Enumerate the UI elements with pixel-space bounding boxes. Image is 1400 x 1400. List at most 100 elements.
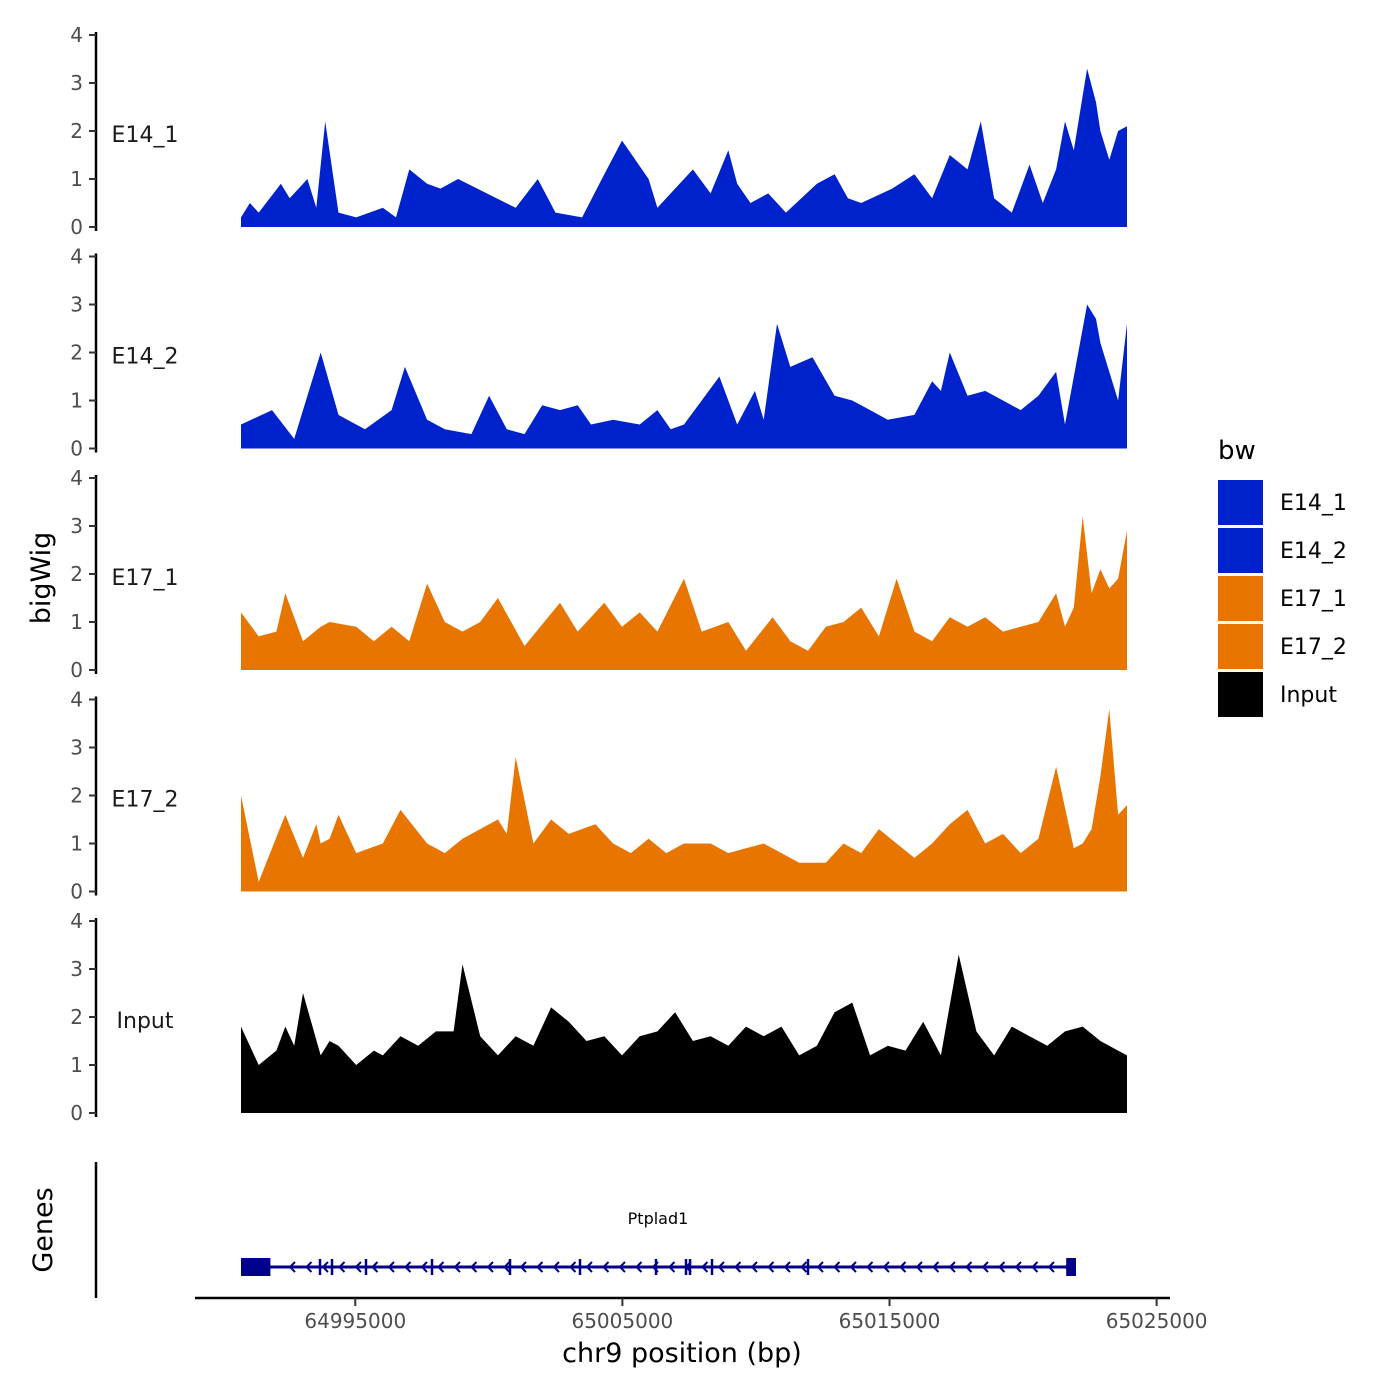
y-tick-label: 2 (70, 341, 83, 365)
y-tick-label: 3 (70, 71, 83, 95)
x-axis: 64995000 65005000 65015000 65025000 chr9 po… (195, 1296, 1208, 1369)
strand-arrow (453, 1261, 461, 1273)
y-tick-label: 4 (70, 245, 83, 269)
track-label: Input (117, 1009, 174, 1034)
y-tick-label: 3 (70, 293, 83, 317)
strand-arrow (305, 1261, 313, 1273)
strand-arrow (321, 1261, 329, 1273)
strand-arrow (915, 1261, 923, 1273)
strand-arrow (948, 1261, 956, 1273)
strand-arrow (288, 1261, 296, 1273)
legend-swatch-E14_1 (1218, 480, 1263, 525)
strand-arrow (569, 1261, 577, 1273)
strand-arrow (849, 1261, 857, 1273)
legend-label: E17_1 (1280, 587, 1347, 612)
strand-arrow (998, 1261, 1006, 1273)
panel-E17_1: 0 1 2 3 4 E17_1 (70, 466, 1127, 682)
strand-arrow (767, 1261, 775, 1273)
signal-area-Input (241, 954, 1127, 1113)
genes-panel: Genes Ptplad1 (28, 1162, 1076, 1298)
legend-label: E14_1 (1280, 491, 1347, 516)
x-tick-label: 65015000 (839, 1309, 941, 1333)
genes-axis-title: Genes (28, 1187, 59, 1272)
strand-arrow (470, 1261, 478, 1273)
y-tick-label: 1 (70, 167, 83, 191)
panel-E14_2: 0 1 2 3 4 E14_2 (70, 245, 1127, 461)
strand-arrow (585, 1261, 593, 1273)
legend-label: E17_2 (1280, 635, 1347, 660)
y-tick-label: 1 (70, 610, 83, 634)
y-tick-label: 4 (70, 23, 83, 47)
y-tick-label: 4 (70, 466, 83, 490)
strand-arrow (1031, 1261, 1039, 1273)
legend: bw E14_1 E14_2 E17_1 E17_2 Input (1218, 436, 1347, 717)
legend-label: E14_2 (1280, 539, 1347, 564)
strand-arrow (503, 1261, 511, 1273)
strand-arrow (602, 1261, 610, 1273)
strand-arrow (899, 1261, 907, 1273)
signal-area-E14_2 (241, 304, 1127, 449)
y-tick-label: 3 (70, 736, 83, 760)
y-tick-label: 4 (70, 688, 83, 712)
legend-swatch-E17_2 (1218, 624, 1263, 669)
strand-arrow (866, 1261, 874, 1273)
strand-arrow (552, 1261, 560, 1273)
track-label: E17_1 (112, 566, 179, 591)
strand-arrow (701, 1261, 709, 1273)
strand-arrow (882, 1261, 890, 1273)
strand-arrow (734, 1261, 742, 1273)
strand-arrow (338, 1261, 346, 1273)
strand-arrow (437, 1261, 445, 1273)
gene-exon (1066, 1258, 1076, 1276)
strand-arrow (816, 1261, 824, 1273)
track-label: E17_2 (112, 788, 179, 813)
strand-arrow (420, 1261, 428, 1273)
y-tick-label: 0 (70, 215, 83, 239)
y-tick-label: 3 (70, 514, 83, 538)
legend-label: Input (1280, 683, 1337, 708)
legend-items: E14_1 E14_2 E17_1 E17_2 Input (1218, 480, 1347, 717)
strand-arrow (635, 1261, 643, 1273)
y-tick-label: 2 (70, 784, 83, 808)
legend-swatch-E14_2 (1218, 528, 1263, 573)
strand-arrow (800, 1261, 808, 1273)
gene-model (241, 1258, 1076, 1276)
strand-arrow (486, 1261, 494, 1273)
strand-arrow (371, 1261, 379, 1273)
x-tick-label: 65005000 (571, 1309, 673, 1333)
signal-area-E17_1 (241, 516, 1127, 670)
y-axis-title: bigWig (26, 532, 57, 625)
y-tick-label: 1 (70, 832, 83, 856)
x-ticks: 64995000 65005000 65015000 65025000 (304, 1298, 1208, 1333)
strand-arrow (1047, 1261, 1055, 1273)
strand-arrow (668, 1261, 676, 1273)
gene-label: Ptplad1 (628, 1209, 689, 1228)
x-axis-title: chr9 position (bp) (562, 1338, 802, 1369)
y-tick-label: 0 (70, 1101, 83, 1125)
y-tick-label: 2 (70, 119, 83, 143)
strand-arrow (981, 1261, 989, 1273)
legend-swatch-E17_1 (1218, 576, 1263, 621)
legend-title: bw (1218, 436, 1256, 466)
strand-arrow (354, 1261, 362, 1273)
y-tick-label: 0 (70, 437, 83, 461)
x-tick-label: 65025000 (1106, 1309, 1208, 1333)
y-tick-label: 0 (70, 880, 83, 904)
strand-arrow (1064, 1261, 1072, 1273)
strand-arrow (536, 1261, 544, 1273)
signal-panels: 0 1 2 3 4 E14_1 0 1 2 3 4 E14_2 0 1 2 3 4 E17_1 0 1 2 3 4 E17_2… (70, 23, 1127, 1125)
strand-arrow (833, 1261, 841, 1273)
legend-swatch-Input (1218, 672, 1263, 717)
y-tick-label: 2 (70, 562, 83, 586)
y-tick-label: 1 (70, 1053, 83, 1077)
panel-E17_2: 0 1 2 3 4 E17_2 (70, 688, 1127, 904)
panel-E14_1: 0 1 2 3 4 E14_1 (70, 23, 1127, 239)
strand-arrow (750, 1261, 758, 1273)
y-tick-label: 0 (70, 658, 83, 682)
strand-arrow (783, 1261, 791, 1273)
track-label: E14_1 (112, 123, 179, 148)
strand-arrow (717, 1261, 725, 1273)
signal-area-E17_2 (241, 709, 1127, 892)
y-tick-label: 4 (70, 909, 83, 933)
